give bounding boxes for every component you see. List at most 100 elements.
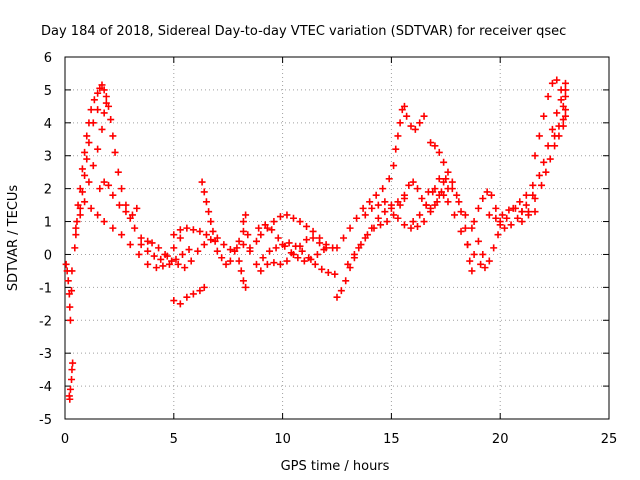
data-point (87, 204, 95, 212)
data-point (259, 254, 267, 262)
data-point (261, 221, 269, 229)
data-point (205, 208, 213, 216)
data-point (359, 204, 367, 212)
data-point (170, 244, 178, 252)
data-point (102, 92, 110, 100)
data-point (81, 171, 89, 179)
data-point (418, 195, 426, 203)
data-point (72, 231, 80, 239)
data-point (150, 252, 158, 260)
data-point (159, 262, 167, 270)
data-point (218, 254, 226, 262)
data-point (381, 208, 389, 216)
data-point (490, 244, 498, 252)
data-point (548, 125, 556, 133)
data-point (340, 234, 348, 242)
data-point (414, 185, 422, 193)
data-point (189, 290, 197, 298)
data-point (540, 112, 548, 120)
data-point (137, 234, 145, 242)
data-point (144, 260, 152, 268)
data-point (448, 178, 456, 186)
data-point (200, 241, 208, 249)
y-tick-label: 4 (44, 117, 52, 132)
data-point (176, 234, 184, 242)
data-point (440, 158, 448, 166)
data-point (540, 158, 548, 166)
data-point (296, 242, 304, 250)
data-point (69, 359, 77, 367)
data-point (76, 204, 84, 212)
data-point (353, 214, 361, 222)
x-tick-label: 10 (274, 432, 291, 447)
data-point (318, 265, 326, 273)
data-point (542, 168, 550, 176)
data-point (551, 132, 559, 140)
data-point (303, 222, 311, 230)
data-point (183, 293, 191, 301)
data-point (266, 247, 274, 255)
data-point (344, 260, 352, 268)
data-point (96, 185, 104, 193)
data-point (437, 188, 445, 196)
data-point (78, 165, 86, 173)
data-point (507, 221, 515, 229)
data-point (416, 211, 424, 219)
data-point (390, 211, 398, 219)
data-point (546, 155, 554, 163)
y-tick-label: -1 (39, 281, 52, 296)
data-point (170, 297, 178, 305)
data-point (276, 213, 284, 221)
data-point (187, 257, 195, 265)
data-point (257, 267, 265, 275)
data-point (483, 188, 491, 196)
data-point (429, 188, 437, 196)
data-point (68, 376, 76, 384)
data-point (392, 145, 400, 153)
data-point (307, 255, 315, 263)
data-point (468, 267, 476, 275)
data-point (561, 79, 569, 87)
data-point (242, 211, 250, 219)
data-point (422, 201, 430, 209)
data-point (213, 247, 221, 255)
data-point (518, 208, 526, 216)
data-point (435, 148, 443, 156)
data-point (361, 211, 369, 219)
data-point (457, 227, 465, 235)
data-point (372, 191, 380, 199)
data-point (244, 231, 252, 239)
data-point (270, 218, 278, 226)
data-point (100, 218, 108, 226)
data-point (202, 231, 210, 239)
data-point (268, 226, 276, 234)
data-point (494, 231, 502, 239)
data-point (557, 96, 565, 104)
data-point (416, 119, 424, 127)
data-point (155, 244, 163, 252)
data-point (379, 185, 387, 193)
y-tick-label: 6 (44, 51, 52, 66)
x-tick-label: 5 (170, 432, 178, 447)
data-point (148, 239, 156, 247)
data-point (487, 191, 495, 199)
data-point (252, 260, 260, 268)
y-tick-label: 5 (44, 84, 52, 99)
data-point (239, 227, 247, 235)
data-point (98, 81, 106, 89)
data-point (207, 236, 215, 244)
data-point (400, 221, 408, 229)
data-point (444, 198, 452, 206)
data-point (94, 145, 102, 153)
data-point (272, 244, 280, 252)
data-point (209, 227, 217, 235)
data-point (137, 241, 145, 249)
data-point (85, 178, 93, 186)
data-point (122, 201, 130, 209)
data-point (118, 231, 126, 239)
data-point (427, 208, 435, 216)
data-point (71, 244, 79, 252)
data-point (409, 178, 417, 186)
data-point (200, 283, 208, 291)
data-point (83, 155, 91, 163)
